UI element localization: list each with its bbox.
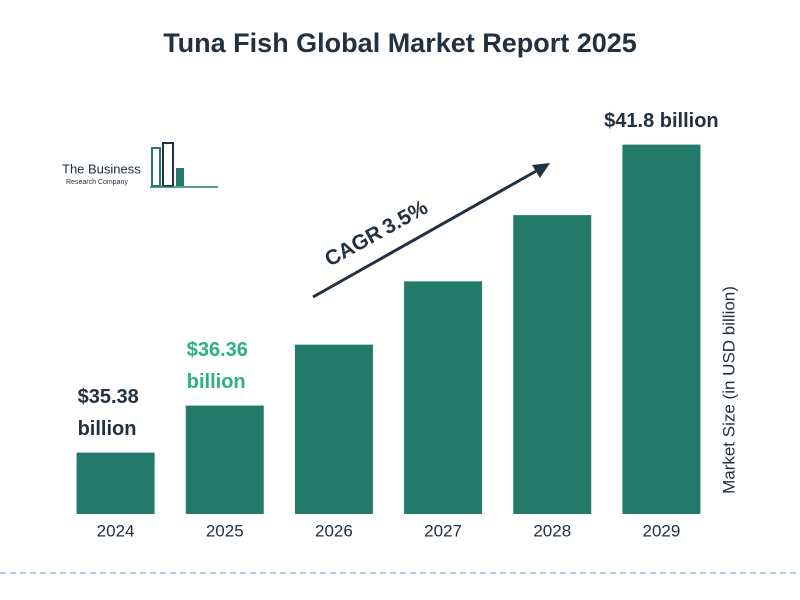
x-tick-label: 2029 [643,521,681,540]
bar [294,344,373,514]
logo-shape [162,142,174,187]
value-label: $41.8 billion [604,109,719,132]
logo-text: Research Company [66,179,128,186]
value-label: $35.38 billion [77,385,139,440]
cagr-arrow [312,168,539,299]
bar [513,215,592,514]
logo: The Business Research Company [62,142,218,188]
logo-shape [151,147,161,187]
bar [185,405,264,514]
cagr-arrowhead [532,163,550,178]
value-label: $36.36 billion [186,338,248,393]
bar [76,452,155,514]
cagr-label: CAGR [321,221,386,271]
logo-text: The Business [62,161,141,176]
x-tick-label: 2027 [424,521,462,540]
y-axis-label: Market Size (in USD billion) [719,286,738,494]
x-tick-label: 2026 [315,521,353,540]
chart-title: Tuna Fish Global Market Report 2025 [163,28,637,58]
x-tick-label: 2024 [97,521,135,540]
x-tick-label: 2028 [533,521,571,540]
logo-shape [176,168,184,186]
bar [404,281,483,514]
x-tick-label: 2025 [206,521,244,540]
bar [622,144,701,515]
